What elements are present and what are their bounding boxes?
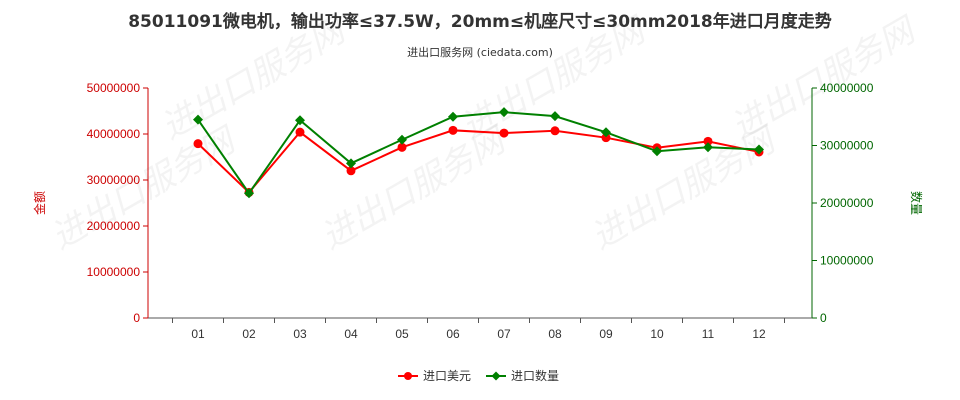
data-point-amount (499, 128, 509, 138)
series-layer (193, 107, 764, 199)
data-point-quantity (499, 107, 509, 118)
x-axis-tick-label: 08 (548, 327, 562, 341)
data-point-quantity (397, 134, 407, 145)
data-point-quantity (244, 188, 254, 199)
data-point-quantity (652, 146, 662, 157)
data-point-quantity (550, 111, 560, 122)
chart-subtitle: 进出口服务网 (ciedata.com) (407, 45, 553, 59)
data-point-quantity (448, 111, 458, 122)
x-axis-tick-label: 09 (599, 327, 613, 341)
data-point-amount (193, 139, 203, 149)
legend-label-quantity: 进口数量 (511, 368, 559, 383)
left-axis-tick-label: 30000000 (87, 173, 141, 187)
x-axis-tick-label: 05 (395, 327, 409, 341)
legend-label-amount: 进口美元 (423, 369, 471, 383)
data-point-quantity (754, 144, 764, 155)
left-axis-tick-label: 10000000 (87, 265, 141, 279)
right-axis-tick-label: 30000000 (820, 139, 874, 153)
left-axis-tick-label: 0 (133, 311, 140, 325)
left-axis-tick-label: 20000000 (87, 219, 141, 233)
data-point-amount (346, 166, 356, 176)
x-axis-tick-label: 03 (293, 327, 307, 341)
right-axis-tick-label: 0 (820, 311, 827, 325)
data-point-amount (601, 133, 611, 143)
data-point-quantity (346, 158, 356, 169)
data-point-amount (295, 127, 305, 137)
x-axis-tick-label: 04 (344, 327, 358, 341)
watermark-text: 进出口服务网 (45, 119, 245, 258)
data-point-quantity (703, 142, 713, 153)
right-axis-tick-label: 10000000 (820, 254, 874, 268)
x-axis-tick-label: 07 (497, 327, 511, 341)
axes: 0 10000000 20000000 30000000 40000000 5000000… (32, 81, 924, 341)
right-axis-title: 数量 (909, 191, 924, 215)
legend-marker-amount (404, 372, 412, 380)
x-axis-tick-label: 10 (650, 327, 664, 341)
data-point-amount (703, 136, 713, 146)
x-axis-tick-label: 01 (191, 327, 205, 341)
chart-title: 85011091微电机，输出功率≤37.5W，20mm≤机座尺寸≤30mm201… (128, 11, 832, 32)
x-axis-tick-label: 06 (446, 327, 460, 341)
data-point-quantity (601, 127, 611, 138)
legend-marker-quantity (491, 371, 501, 381)
x-axis-tick-label: 11 (702, 327, 715, 341)
series-line-amount (197, 129, 760, 194)
right-axis-tick-label: 40000000 (820, 81, 874, 95)
data-point-amount (397, 142, 407, 152)
legend: 进口美元 进口数量 (398, 368, 559, 383)
left-axis-title: 金额 (32, 191, 47, 215)
x-axis-tick-label: 12 (752, 327, 766, 341)
data-point-quantity (193, 114, 203, 125)
data-point-quantity (295, 115, 305, 126)
left-axis-tick-label: 50000000 (87, 81, 141, 95)
left-axis-tick-label: 40000000 (87, 127, 141, 141)
data-point-amount (448, 125, 458, 135)
right-axis-tick-label: 20000000 (820, 196, 874, 210)
series-line-quantity (197, 111, 760, 195)
x-axis-tick-label: 02 (242, 327, 256, 341)
data-point-amount (550, 126, 560, 136)
